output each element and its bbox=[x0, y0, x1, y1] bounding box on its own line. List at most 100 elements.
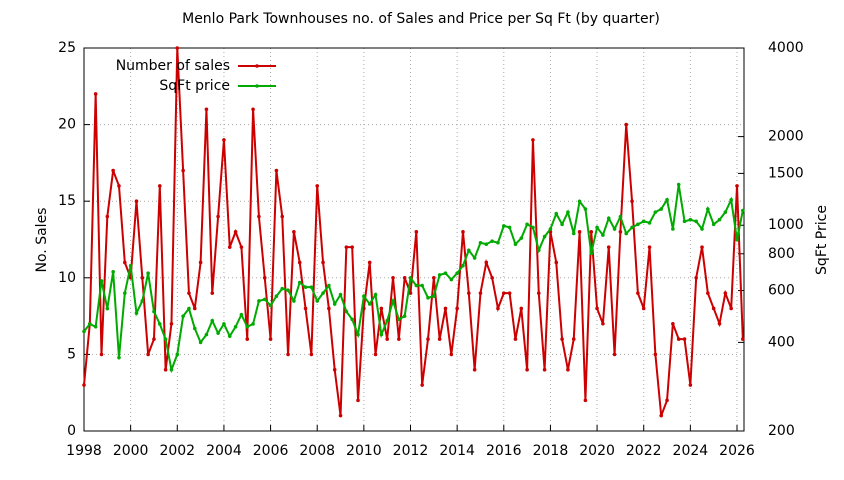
data-point bbox=[548, 227, 553, 231]
x-tick-label: 2018 bbox=[533, 443, 569, 459]
y-tick-label: 5 bbox=[67, 346, 76, 362]
data-point bbox=[117, 184, 121, 188]
data-point bbox=[490, 239, 494, 243]
data-point bbox=[735, 237, 739, 242]
data-point bbox=[437, 273, 442, 277]
data-point bbox=[595, 225, 599, 230]
data-point bbox=[146, 271, 150, 276]
data-point bbox=[379, 306, 384, 311]
data-point bbox=[187, 306, 191, 311]
x-tick-label: 2016 bbox=[486, 443, 522, 459]
data-point bbox=[536, 291, 541, 295]
data-point bbox=[222, 138, 226, 142]
data-point bbox=[717, 321, 722, 326]
data-point bbox=[408, 291, 413, 295]
data-point bbox=[93, 92, 98, 96]
data-point bbox=[443, 306, 448, 311]
data-point bbox=[484, 242, 489, 247]
data-point bbox=[251, 107, 255, 112]
data-point bbox=[478, 240, 483, 245]
data-point bbox=[356, 398, 360, 403]
data-point bbox=[338, 413, 343, 418]
data-point bbox=[513, 242, 518, 247]
data-point bbox=[414, 283, 419, 288]
y-tick-label: 0 bbox=[67, 423, 76, 439]
data-point bbox=[589, 251, 594, 256]
data-point bbox=[601, 321, 605, 326]
data-point bbox=[350, 317, 354, 322]
data-point bbox=[706, 207, 710, 211]
data-point bbox=[327, 306, 331, 311]
data-point bbox=[711, 222, 716, 227]
data-point bbox=[373, 292, 378, 297]
data-point bbox=[111, 168, 115, 173]
data-point bbox=[478, 291, 483, 295]
data-point bbox=[169, 367, 174, 372]
data-point bbox=[134, 311, 139, 315]
data-point bbox=[204, 332, 209, 337]
data-point bbox=[379, 332, 384, 337]
data-point bbox=[636, 222, 640, 227]
data-point bbox=[198, 340, 203, 345]
data-point bbox=[519, 236, 524, 240]
data-point bbox=[309, 285, 314, 289]
data-point bbox=[286, 288, 290, 292]
data-point bbox=[367, 260, 372, 265]
data-point bbox=[163, 367, 168, 372]
data-point bbox=[461, 230, 465, 234]
data-point bbox=[367, 302, 372, 306]
x-tick-label: 2006 bbox=[253, 443, 289, 459]
data-point bbox=[105, 214, 110, 219]
data-point bbox=[455, 306, 459, 311]
data-point bbox=[146, 352, 150, 357]
data-point bbox=[467, 291, 471, 295]
data-point bbox=[700, 227, 704, 231]
data-point bbox=[717, 217, 722, 222]
data-point bbox=[239, 312, 244, 317]
x-tick-label: 2020 bbox=[579, 443, 615, 459]
data-point bbox=[111, 269, 115, 274]
data-point bbox=[140, 276, 145, 280]
data-point bbox=[204, 107, 209, 112]
x-tick-label: 2026 bbox=[719, 443, 755, 459]
data-point bbox=[501, 224, 506, 228]
data-point bbox=[414, 230, 419, 234]
data-point bbox=[496, 240, 500, 245]
data-point bbox=[280, 286, 285, 291]
data-point bbox=[391, 299, 395, 303]
data-point bbox=[583, 207, 588, 211]
y-tick-label: 25 bbox=[58, 40, 76, 56]
data-point bbox=[671, 227, 675, 231]
data-point bbox=[676, 337, 681, 341]
data-point bbox=[612, 227, 617, 231]
data-point bbox=[437, 337, 442, 341]
data-point bbox=[134, 199, 139, 203]
data-point bbox=[443, 271, 448, 276]
x-tick-label: 2022 bbox=[626, 443, 662, 459]
data-point bbox=[262, 297, 267, 302]
data-point bbox=[531, 138, 535, 142]
data-point bbox=[210, 318, 215, 323]
data-point bbox=[303, 285, 308, 289]
legend-swatch-point bbox=[255, 64, 259, 68]
data-point bbox=[432, 276, 436, 280]
data-point bbox=[630, 225, 634, 230]
data-point bbox=[315, 299, 320, 303]
data-point bbox=[525, 222, 529, 227]
data-point bbox=[356, 332, 360, 337]
data-point bbox=[426, 295, 430, 300]
data-point bbox=[292, 299, 296, 303]
data-point bbox=[280, 214, 285, 219]
data-point bbox=[391, 276, 395, 280]
data-point bbox=[181, 314, 185, 318]
data-point bbox=[560, 337, 564, 341]
y2-tick-label: 800 bbox=[768, 246, 795, 262]
data-point bbox=[332, 302, 337, 306]
data-point bbox=[449, 352, 454, 357]
data-point bbox=[181, 168, 185, 173]
data-point bbox=[128, 263, 133, 268]
data-point bbox=[694, 276, 698, 280]
data-point bbox=[583, 398, 588, 403]
y-tick-label: 20 bbox=[58, 117, 76, 133]
